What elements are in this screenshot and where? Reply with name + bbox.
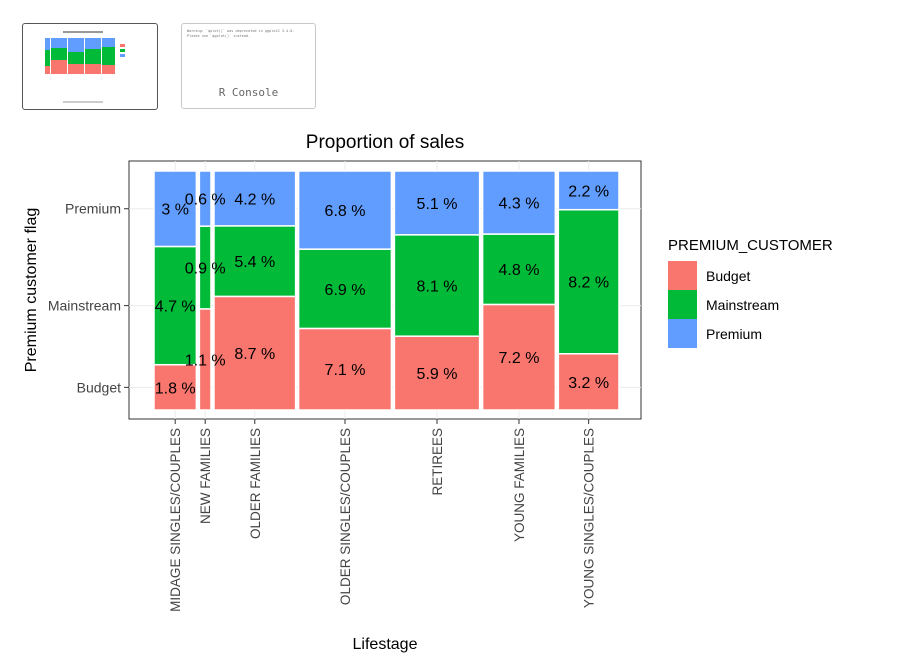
- tile-label-premium: 4.2 %: [234, 191, 275, 208]
- legend-label-budget: Budget: [706, 268, 750, 284]
- tile-label-premium: 6.8 %: [325, 203, 366, 220]
- console-output-text: Warning: `qplot()` was deprecated in ggp…: [187, 29, 295, 38]
- tile-labels: 1.8 % 4.7 % 3 % 1.1 % 0.9 % 0.6 % 8.7 % 5.4 % 4.…: [155, 183, 609, 397]
- x-tick-label: YOUNG SINGLES/COUPLES: [582, 428, 597, 608]
- tile-label-budget: 5.9 %: [417, 366, 458, 383]
- tile-label-mainstream: 8.2 %: [568, 275, 609, 292]
- plot-thumbnail-preview: [45, 31, 125, 103]
- chart-title: Proportion of sales: [306, 132, 464, 153]
- x-tick-label: RETIREES: [430, 428, 445, 496]
- tile-mainstream: [213, 225, 297, 298]
- tile-label-premium: 2.2 %: [568, 183, 609, 200]
- tile-label-premium: 4.3 %: [499, 196, 540, 213]
- x-tick-label: MIDAGE SINGLES/COUPLES: [168, 428, 183, 612]
- tile-budget: [557, 353, 620, 411]
- y-axis: Budget Mainstream Premium: [48, 201, 129, 395]
- tile-label-premium: 5.1 %: [417, 196, 458, 213]
- tile-label-mainstream: 4.7 %: [155, 299, 196, 316]
- legend-label-mainstream: Mainstream: [706, 297, 779, 313]
- tile-premium: [153, 170, 198, 248]
- legend-title: PREMIUM_CUSTOMER: [668, 237, 833, 254]
- tile-label-mainstream: 0.9 %: [185, 261, 226, 278]
- tile-budget: [297, 327, 393, 411]
- tile-label-budget: 8.7 %: [234, 346, 275, 363]
- y-tick-label: Mainstream: [48, 298, 121, 314]
- tile-budget: [153, 363, 198, 411]
- tile-premium: [213, 170, 297, 227]
- legend-label-premium: Premium: [706, 326, 762, 342]
- x-axis-title: Lifestage: [353, 636, 418, 653]
- tile-budget: [481, 303, 557, 411]
- y-tick-label: Budget: [77, 379, 121, 395]
- legend-key-mainstream: [668, 290, 697, 319]
- x-axis: MIDAGE SINGLES/COUPLES NEW FAMILIES OLDER …: [168, 419, 597, 612]
- tile-mainstream: [393, 234, 481, 337]
- x-tick-label: NEW FAMILIES: [198, 428, 213, 524]
- tile-label-budget: 1.1 %: [185, 352, 226, 369]
- tile-budget: [213, 295, 297, 411]
- x-tick-label: OLDER FAMILIES: [248, 428, 263, 539]
- tile-label-budget: 7.1 %: [325, 362, 366, 379]
- x-tick-label: YOUNG FAMILIES: [512, 428, 527, 542]
- tile-mainstream: [153, 245, 198, 366]
- y-tick-label: Premium: [65, 201, 121, 217]
- tile-premium: [297, 170, 393, 250]
- tile-premium: [481, 170, 557, 235]
- tile-label-mainstream: 6.9 %: [325, 282, 366, 299]
- r-console-thumbnail[interactable]: Warning: `qplot()` was deprecated in ggp…: [181, 23, 316, 109]
- tile-premium: [198, 170, 212, 227]
- y-axis-title: Premium customer flag: [23, 208, 40, 373]
- tile-label-premium: 0.6 %: [185, 192, 226, 209]
- tile-label-mainstream: 8.1 %: [417, 278, 458, 295]
- r-console-label: R Console: [218, 86, 279, 99]
- legend-key-budget: [668, 261, 697, 290]
- tile-label-mainstream: 5.4 %: [234, 254, 275, 271]
- tile-budget: [393, 335, 481, 411]
- mosaic-tiles: [153, 170, 620, 411]
- legend-key-premium: [668, 319, 697, 348]
- tile-premium: [393, 170, 481, 236]
- tile-premium: [557, 170, 620, 211]
- x-tick-label: OLDER SINGLES/COUPLES: [338, 428, 353, 605]
- tile-label-budget: 7.2 %: [499, 350, 540, 367]
- tile-label-budget: 3.2 %: [568, 375, 609, 392]
- plot-thumbnail[interactable]: [22, 23, 158, 110]
- tile-label-budget: 1.8 %: [155, 380, 196, 397]
- tile-label-mainstream: 4.8 %: [499, 262, 540, 279]
- legend: PREMIUM_CUSTOMER Budget Mainstream Premium: [668, 237, 833, 348]
- tile-label-premium: 3 %: [161, 202, 189, 219]
